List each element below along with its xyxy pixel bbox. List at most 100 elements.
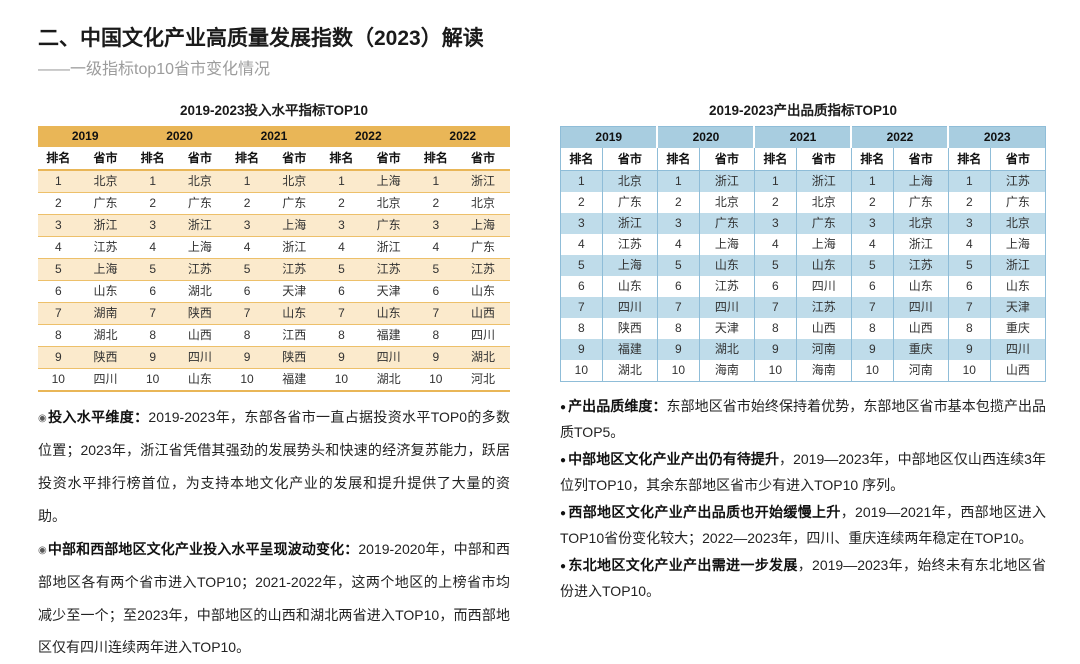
note-text: 2019-2023年，东部各省市一直占据投资水平TOP0的多数位置；2023年，…	[38, 409, 511, 524]
dot-bullet-icon: ●	[560, 508, 567, 520]
province-header-cell: 省市	[78, 147, 133, 172]
province-cell: 四川	[361, 346, 416, 370]
rank-cell: 8	[415, 324, 457, 348]
rank-cell: 2	[753, 192, 797, 214]
table-row: 8 湖北 8 山西 8 江西 8 福建 8 四川	[38, 324, 510, 348]
rank-cell: 10	[321, 368, 362, 393]
province-cell: 山东	[989, 276, 1046, 298]
output-quality-table: 2019 2020 2021 2022 2023 排名 省市 排名 省市 排名 省市 排名 省市 排名 省市…	[560, 126, 1046, 383]
rank-cell: 4	[415, 236, 457, 260]
province-cell: 天津	[361, 280, 416, 304]
province-cell: 上海	[698, 234, 755, 256]
rank-cell: 1	[656, 170, 700, 193]
rank-cell: 9	[947, 339, 991, 361]
province-header-cell: 省市	[267, 147, 322, 172]
province-cell: 山东	[78, 280, 133, 304]
rank-cell: 6	[947, 276, 991, 298]
rank-cell: 3	[947, 213, 991, 235]
table-row: 6 山东 6 湖北 6 天津 6 天津 6 山东	[38, 280, 510, 304]
province-cell: 四川	[795, 276, 852, 298]
rank-cell: 10	[415, 368, 457, 393]
rank-cell: 5	[753, 255, 797, 277]
rank-cell: 5	[947, 255, 991, 277]
rank-cell: 7	[38, 302, 79, 326]
note-text: ，2019—2023年，中部地区仅山西连续3年位列TOP10，其余东部地区省市少…	[560, 451, 1046, 493]
rank-cell: 8	[132, 324, 173, 348]
rank-cell: 3	[850, 213, 894, 235]
province-cell: 四川	[892, 297, 949, 319]
province-header-cell: 省市	[698, 148, 755, 172]
rank-header-cell: 排名	[226, 147, 268, 172]
rank-cell: 2	[226, 192, 268, 216]
province-cell: 山东	[601, 276, 658, 298]
province-cell: 福建	[267, 368, 322, 393]
province-cell: 湖北	[456, 346, 510, 370]
province-cell: 陕西	[172, 302, 227, 326]
ring-bullet-icon: ◉	[38, 544, 47, 556]
table-row: 1 北京 1 浙江 1 浙江 1 上海 1 江苏	[560, 170, 1046, 193]
rank-cell: 7	[321, 302, 362, 326]
rank-cell: 10	[753, 360, 797, 383]
rank-header-cell: 排名	[753, 148, 797, 172]
rank-cell: 5	[415, 258, 457, 282]
rank-cell: 1	[321, 170, 362, 194]
rank-cell: 10	[560, 360, 603, 383]
rank-header-cell: 排名	[656, 148, 700, 172]
rank-cell: 5	[226, 258, 268, 282]
province-cell: 陕西	[601, 318, 658, 340]
rank-cell: 6	[656, 276, 700, 298]
rank-cell: 3	[753, 213, 797, 235]
table-row: 4 江苏 4 上海 4 浙江 4 浙江 4 广东	[38, 236, 510, 260]
ring-bullet-icon: ◉	[38, 413, 47, 425]
output-quality-notes: ● 产出品质维度：东部地区省市始终保持着优势，东部地区省市基本包揽产出品质TOP5…	[560, 394, 1046, 606]
rank-cell: 9	[132, 346, 173, 370]
content-columns: 2019-2023投入水平指标TOP10 2019 2020 2021 2022 202…	[38, 99, 1046, 664]
province-cell: 江苏	[172, 258, 227, 282]
table-row: 7 四川 7 四川 7 江苏 7 四川 7 天津	[560, 297, 1046, 319]
table-row: 6 山东 6 江苏 6 四川 6 山东 6 山东	[561, 276, 1046, 298]
rank-cell: 7	[656, 297, 700, 319]
rank-cell: 5	[132, 258, 173, 282]
province-cell: 北京	[795, 192, 852, 214]
year-header-cell: 2021	[226, 126, 322, 148]
rank-cell: 4	[578, 237, 585, 252]
province-cell: 上海	[78, 258, 133, 282]
table-row: 10 四川 10 山东 10 福建 10 湖北 10 河北	[38, 368, 510, 393]
province-cell: 四川	[172, 346, 227, 370]
rank-cell: 1	[753, 170, 797, 193]
province-cell: 上海	[456, 214, 510, 238]
province-cell: 山东	[172, 368, 227, 393]
note-text: 2019-2020年，中部和西部地区各有两个省市进入TOP10；2021-202…	[38, 540, 511, 656]
rank-cell: 3	[656, 213, 700, 235]
province-cell: 重庆	[989, 318, 1046, 340]
province-cell: 天津	[267, 280, 322, 304]
province-cell: 天津	[698, 318, 755, 340]
province-cell: 江西	[267, 324, 322, 348]
rank-cell: 1	[132, 170, 173, 194]
rank-cell: 9	[850, 339, 894, 361]
rank-cell: 2	[415, 192, 457, 216]
rank-cell: 1	[850, 170, 894, 193]
rank-cell: 2	[947, 192, 991, 214]
province-cell: 四川	[456, 324, 510, 348]
province-cell: 江苏	[456, 258, 510, 282]
province-cell: 山东	[892, 276, 949, 298]
note-item: ● 西部地区文化产业产出品质也开始缓慢上升，2019—2021年，西部地区进入TO…	[560, 500, 1046, 551]
province-cell: 浙江	[267, 236, 322, 260]
table-row: 8 陕西 8 天津 8 山西 8 山西 8 重庆	[561, 318, 1046, 340]
rank-cell: 5	[656, 255, 700, 277]
rank-header-cell: 排名	[132, 147, 173, 172]
province-cell: 上海	[361, 170, 416, 194]
rank-cell: 5	[38, 258, 79, 282]
rank-cell: 7	[132, 302, 173, 326]
province-cell: 山东	[267, 302, 322, 326]
province-header-cell: 省市	[795, 148, 852, 172]
input-level-notes: ◉投入水平维度：2019-2023年，东部各省市一直占据投资水平TOP0的多数位…	[38, 401, 510, 664]
header: 二、中国文化产业高质量发展指数（2023）解读 ——一级指标top10省市变化情…	[38, 26, 1046, 79]
rank-cell: 7	[850, 297, 894, 319]
rank-cell: 1	[226, 170, 268, 194]
province-cell: 北京	[78, 170, 133, 194]
rank-cell: 10	[850, 360, 894, 383]
input-level-section: 2019-2023投入水平指标TOP10 2019 2020 2021 2022 202…	[38, 99, 510, 664]
province-cell: 山西	[456, 302, 510, 326]
